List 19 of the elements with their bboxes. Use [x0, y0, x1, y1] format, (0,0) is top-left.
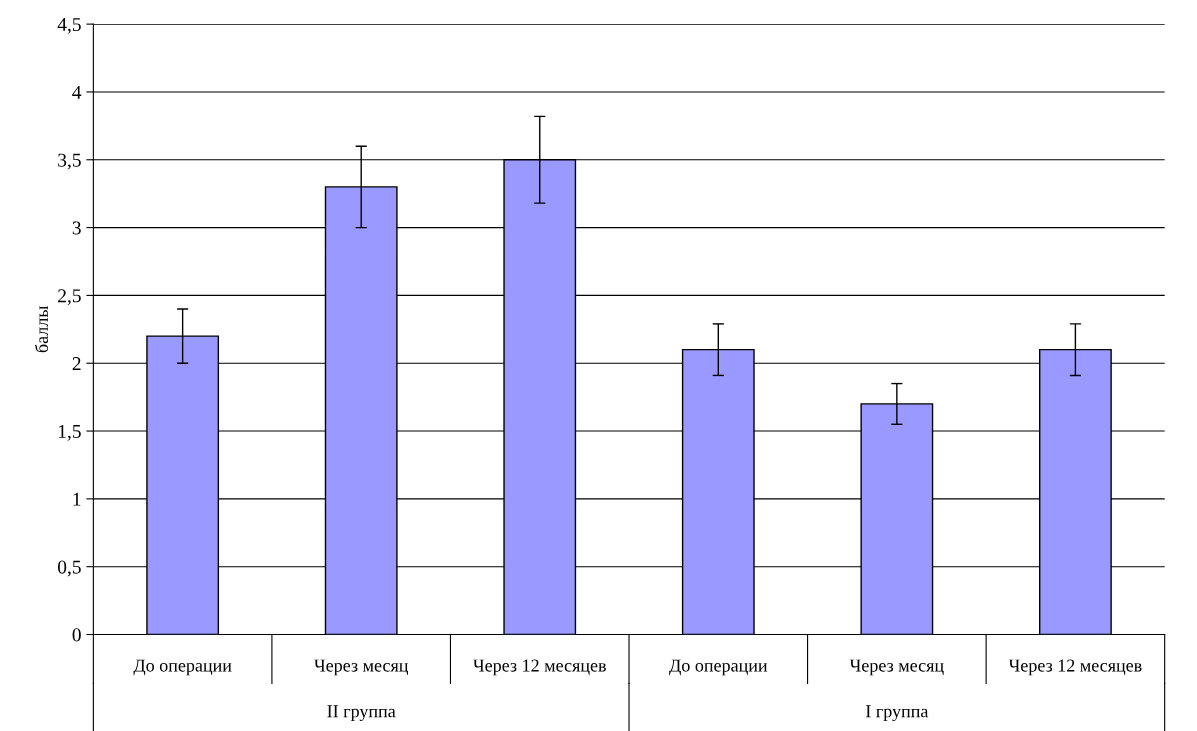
y-axis-title: баллы: [34, 305, 49, 353]
x-tick-label: До операции: [133, 659, 232, 676]
y-tick-label: 1: [73, 492, 81, 506]
y-tick-label: 3: [72, 221, 81, 235]
text: I группа: [865, 705, 929, 722]
y-tick-label: 2,5: [58, 289, 81, 306]
x-tick-label: Через 12 месяцев: [473, 659, 606, 676]
y-tick-label: 4: [72, 85, 82, 99]
x-tick-label: Через 12 месяцев: [1008, 659, 1142, 676]
x-tick-label: До операции: [669, 659, 768, 676]
y-tick-label: 2: [72, 357, 81, 370]
y-tick-label: 1,5: [58, 424, 81, 441]
text: II группа: [327, 705, 396, 722]
y-tick-label: 4,5: [57, 18, 81, 34]
x-tick-label: Через месяц: [849, 659, 944, 676]
y-tick-label: 0: [72, 628, 81, 642]
y-tick-label: 0,5: [58, 560, 81, 577]
x-tick-label: Через месяц: [314, 659, 409, 676]
y-tick-label: 3,5: [58, 153, 81, 170]
